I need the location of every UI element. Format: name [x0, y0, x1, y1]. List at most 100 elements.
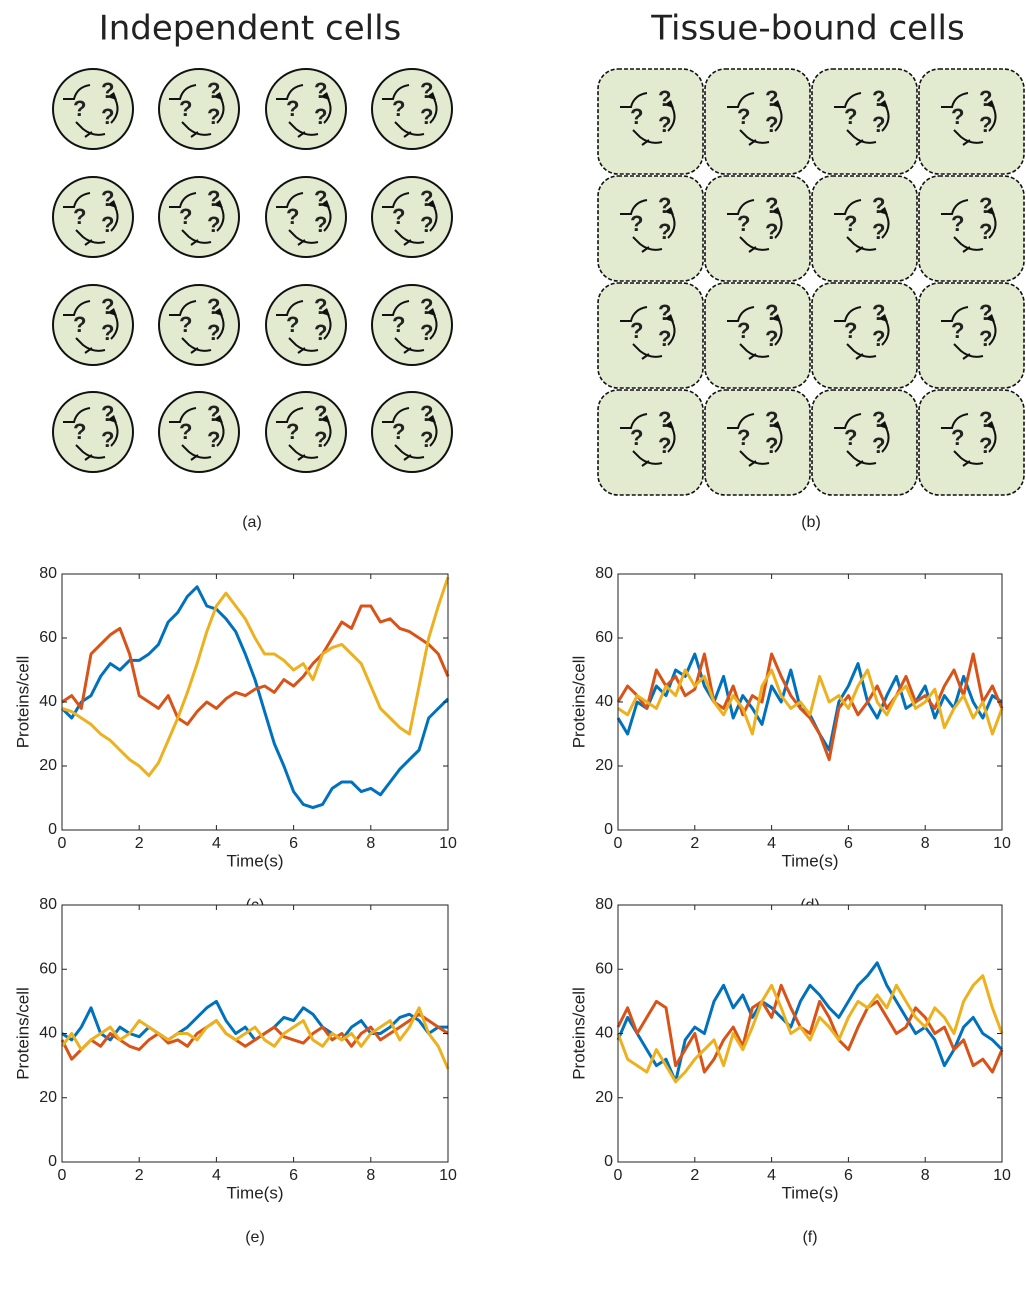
figure: Independent cells Tissue-bound cells (a)…	[0, 0, 1026, 1306]
plot-area	[618, 574, 1002, 830]
question-mark: ?	[286, 419, 299, 444]
question-mark: ?	[101, 212, 114, 237]
y-tick-label: 60	[39, 629, 57, 646]
question-mark: ?	[314, 186, 327, 211]
question-mark: ?	[951, 318, 964, 343]
question-mark: ?	[765, 407, 778, 432]
question-mark: ?	[844, 211, 857, 236]
question-mark: ?	[979, 219, 992, 244]
cell	[372, 177, 452, 257]
x-axis-label: Time(s)	[227, 851, 284, 870]
y-axis-label: Proteins/cell	[13, 987, 32, 1080]
question-mark: ?	[872, 300, 885, 325]
x-tick-label: 10	[993, 835, 1011, 852]
x-tick-label: 0	[58, 1167, 67, 1184]
y-tick-label: 80	[39, 565, 57, 582]
x-tick-label: 2	[690, 1167, 699, 1184]
x-tick-label: 2	[135, 1167, 144, 1184]
x-tick-label: 8	[366, 835, 375, 852]
y-tick-label: 40	[39, 693, 57, 710]
x-tick-label: 10	[439, 835, 457, 852]
question-mark: ?	[872, 86, 885, 111]
question-mark: ?	[392, 96, 405, 121]
question-mark: ?	[179, 204, 192, 229]
cell	[812, 390, 917, 495]
question-mark: ?	[844, 104, 857, 129]
y-tick-label: 60	[595, 629, 613, 646]
x-tick-label: 4	[767, 835, 776, 852]
panel-caption: (b)	[801, 514, 821, 531]
question-mark: ?	[207, 104, 220, 129]
question-mark: ?	[844, 318, 857, 343]
cell	[705, 176, 810, 281]
question-mark: ?	[872, 433, 885, 458]
y-tick-label: 80	[39, 896, 57, 913]
x-tick-label: 2	[690, 835, 699, 852]
x-tick-label: 4	[212, 1167, 221, 1184]
question-mark: ?	[765, 86, 778, 111]
question-mark: ?	[737, 211, 750, 236]
question-mark: ?	[630, 211, 643, 236]
question-mark: ?	[630, 318, 643, 343]
x-tick-label: 0	[614, 835, 623, 852]
panel-caption: (e)	[245, 1229, 265, 1246]
question-mark: ?	[951, 211, 964, 236]
cell	[266, 285, 346, 365]
cell	[266, 177, 346, 257]
question-mark: ?	[420, 294, 433, 319]
question-mark: ?	[979, 433, 992, 458]
question-mark: ?	[420, 212, 433, 237]
question-mark: ?	[314, 427, 327, 452]
cell	[919, 176, 1024, 281]
question-mark: ?	[101, 186, 114, 211]
panel-title: Tissue-bound cells	[650, 9, 964, 49]
x-tick-label: 10	[993, 1167, 1011, 1184]
cell	[372, 69, 452, 149]
question-mark: ?	[207, 294, 220, 319]
question-mark: ?	[979, 407, 992, 432]
cell	[598, 176, 703, 281]
question-mark: ?	[286, 96, 299, 121]
question-mark: ?	[737, 104, 750, 129]
question-mark: ?	[101, 427, 114, 452]
question-mark: ?	[314, 78, 327, 103]
cell	[53, 392, 133, 472]
cell	[705, 283, 810, 388]
y-tick-label: 60	[39, 960, 57, 977]
question-mark: ?	[207, 401, 220, 426]
question-mark: ?	[73, 312, 86, 337]
question-mark: ?	[658, 326, 671, 351]
y-tick-label: 20	[595, 757, 613, 774]
cell	[372, 392, 452, 472]
cell	[266, 392, 346, 472]
question-mark: ?	[101, 401, 114, 426]
question-mark: ?	[979, 300, 992, 325]
plot-area	[62, 574, 448, 830]
question-mark: ?	[392, 204, 405, 229]
question-mark: ?	[420, 427, 433, 452]
question-mark: ?	[765, 112, 778, 137]
cell	[812, 176, 917, 281]
question-mark: ?	[979, 112, 992, 137]
question-mark: ?	[314, 212, 327, 237]
question-mark: ?	[979, 193, 992, 218]
question-mark: ?	[420, 320, 433, 345]
question-mark: ?	[658, 433, 671, 458]
question-mark: ?	[207, 212, 220, 237]
question-mark: ?	[420, 78, 433, 103]
question-mark: ?	[658, 219, 671, 244]
y-tick-label: 0	[604, 1153, 613, 1170]
question-mark: ?	[101, 78, 114, 103]
cell	[919, 390, 1024, 495]
question-mark: ?	[658, 112, 671, 137]
question-mark: ?	[630, 425, 643, 450]
y-axis-label: Proteins/cell	[569, 656, 588, 749]
cell	[53, 177, 133, 257]
question-mark: ?	[951, 425, 964, 450]
question-mark: ?	[207, 320, 220, 345]
question-mark: ?	[979, 86, 992, 111]
cell	[159, 69, 239, 149]
question-mark: ?	[658, 193, 671, 218]
question-mark: ?	[101, 320, 114, 345]
question-mark: ?	[207, 78, 220, 103]
